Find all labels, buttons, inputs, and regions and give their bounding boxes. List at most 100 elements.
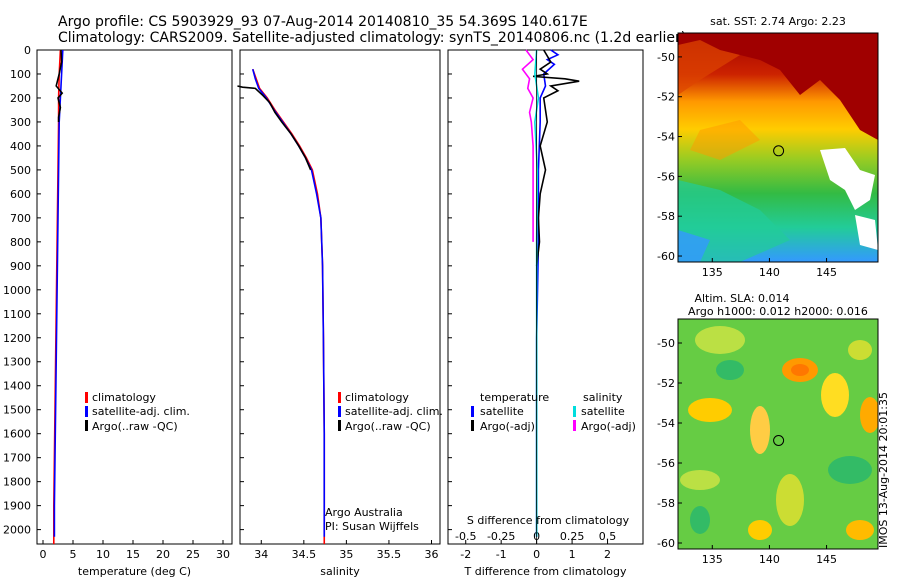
- map-y-tick-label: -60: [657, 537, 675, 550]
- x-tick-label: 34.5: [292, 548, 317, 561]
- x-tick-label: 2: [604, 548, 611, 561]
- legend-label-climatology: climatology: [92, 391, 156, 404]
- x2-tick-label: -0.25: [487, 530, 515, 543]
- plot-frame: [447, 49, 644, 545]
- x2-tick-label: 0.5: [599, 530, 617, 543]
- y-tick-label: 1100: [3, 308, 31, 321]
- x2-axis-label: S difference from climatology: [467, 514, 630, 527]
- x-tick-label: 35: [339, 548, 353, 561]
- series-line: [532, 49, 580, 266]
- x-tick-label: 36: [424, 548, 438, 561]
- series-line: [237, 85, 312, 171]
- x-tick-label: 0: [533, 548, 540, 561]
- legend-swatch-t-argo: [471, 420, 474, 431]
- map-y-tick-label: -56: [657, 170, 675, 183]
- series-line: [53, 49, 64, 537]
- map-y-tick-label: -52: [657, 377, 675, 390]
- y-tick-label: 2000: [3, 524, 31, 537]
- map-x-tick-label: 140: [759, 553, 780, 566]
- y-tick-label: 500: [10, 164, 31, 177]
- map-x-tick-label: 135: [702, 553, 723, 566]
- sla-map-argo-marker: [773, 435, 785, 446]
- map-y-tick-label: -60: [657, 250, 675, 263]
- map-x-tick-label: 145: [816, 266, 837, 279]
- y-tick-label: 600: [10, 188, 31, 201]
- temperature-legend: climatology satellite-adj. clim. Argo(..…: [85, 391, 190, 433]
- map-y-tick-label: -58: [657, 497, 675, 510]
- y-tick-label: 1200: [3, 332, 31, 345]
- annotation-pi-name: PI: Susan Wijffels: [325, 520, 419, 533]
- difference-profile-panel: -2 -1 0 1 2 T difference from climatology -0.5…: [447, 49, 644, 578]
- legend-label-satellite: satellite-adj. clim.: [92, 405, 190, 418]
- map-y-tick-label: -54: [657, 417, 675, 430]
- plot-frame: [239, 49, 441, 545]
- annotation-argo-australia: Argo Australia: [325, 506, 403, 519]
- legend-title-temperature: temperature: [480, 391, 549, 404]
- y-tick-label: 0: [24, 44, 31, 57]
- legend-label-climatology: climatology: [345, 391, 409, 404]
- difference-legend: temperature satellite Argo(-adj) salinit…: [467, 391, 636, 527]
- legend-label-s-satellite: satellite: [581, 405, 625, 418]
- x-tick-label: 30: [216, 548, 230, 561]
- x-axis-label: T difference from climatology: [464, 565, 627, 578]
- map-x-tick-label: 140: [759, 266, 780, 279]
- header-line-1: Argo profile: CS 5903929_93 07-Aug-2014 …: [58, 14, 588, 30]
- y-tick-label: 1600: [3, 428, 31, 441]
- legend-label-t-satellite: satellite: [480, 405, 524, 418]
- header-line-2: Climatology: CARS2009. Satellite-adjuste…: [58, 30, 687, 46]
- legend-label-argo: Argo(..raw -QC): [92, 420, 178, 433]
- x-tick-label: -2: [460, 548, 471, 561]
- legend-swatch-s-satellite: [573, 406, 576, 417]
- y-tick-label: 1900: [3, 500, 31, 513]
- map-y-tick-label: -56: [657, 457, 675, 470]
- legend-swatch-argo: [338, 420, 341, 431]
- x2-tick-label: -0.5: [455, 530, 476, 543]
- sst-map-argo-marker: [773, 145, 785, 157]
- x2-tick-label: 0.25: [560, 530, 585, 543]
- x-tick-label: -1: [496, 548, 507, 561]
- series-line: [55, 49, 64, 122]
- y-tick-label: 1800: [3, 476, 31, 489]
- sla-map-subtitle: Argo h1000: 0.012 h2000: 0.016: [688, 305, 868, 318]
- x-tick-label: 34: [254, 548, 268, 561]
- y-tick-label: 1400: [3, 380, 31, 393]
- x-axis-label: salinity: [320, 565, 360, 578]
- x-axis-label: temperature (deg C): [78, 565, 191, 578]
- legend-label-satellite: satellite-adj. clim.: [345, 405, 443, 418]
- x-tick-label: 5: [70, 548, 77, 561]
- legend-swatch-argo: [85, 420, 88, 431]
- legend-label-t-argo: Argo(-adj): [480, 420, 535, 433]
- series-line: [251, 68, 326, 537]
- y-tick-label: 300: [10, 116, 31, 129]
- map-x-tick-label: 145: [816, 553, 837, 566]
- x-tick-label: 0: [40, 548, 47, 561]
- y-tick-label: 100: [10, 68, 31, 81]
- salinity-profile-panel: 34 34.5 35 35.5 36 salinity: [237, 49, 441, 578]
- x-tick-label: 35.5: [377, 548, 402, 561]
- legend-label-argo: Argo(..raw -QC): [345, 420, 431, 433]
- legend-swatch-t-satellite: [471, 406, 474, 417]
- map-y-tick-label: -58: [657, 210, 675, 223]
- x-tick-label: 10: [96, 548, 110, 561]
- map-x-tick-label: 135: [702, 266, 723, 279]
- legend-title-salinity: salinity: [583, 391, 623, 404]
- x-tick-label: 25: [186, 548, 200, 561]
- map-y-tick-label: -50: [657, 337, 675, 350]
- plot-frame: [36, 49, 233, 545]
- series-line: [252, 68, 326, 544]
- legend-swatch-climatology: [338, 392, 341, 403]
- y-tick-label: 700: [10, 212, 31, 225]
- x-tick-label: 20: [156, 548, 170, 561]
- y-tick-label: 1500: [3, 404, 31, 417]
- map-y-tick-label: -54: [657, 131, 675, 144]
- legend-swatch-satellite: [338, 406, 341, 417]
- y-tick-label: 200: [10, 92, 31, 105]
- salinity-legend: climatology satellite-adj. clim. Argo(..…: [325, 391, 443, 533]
- map-y-tick-label: -50: [657, 51, 675, 64]
- x-tick-label: 1: [569, 548, 576, 561]
- temperature-profile-panel: 0 5 10 15 20 25 30 temperature (deg C) 0 100 200 30…: [3, 44, 233, 578]
- sla-map: Altim. SLA: 0.014 Argo h1000: 0.012 h200…: [657, 292, 879, 566]
- legend-swatch-climatology: [85, 392, 88, 403]
- legend-swatch-s-argo: [573, 420, 576, 431]
